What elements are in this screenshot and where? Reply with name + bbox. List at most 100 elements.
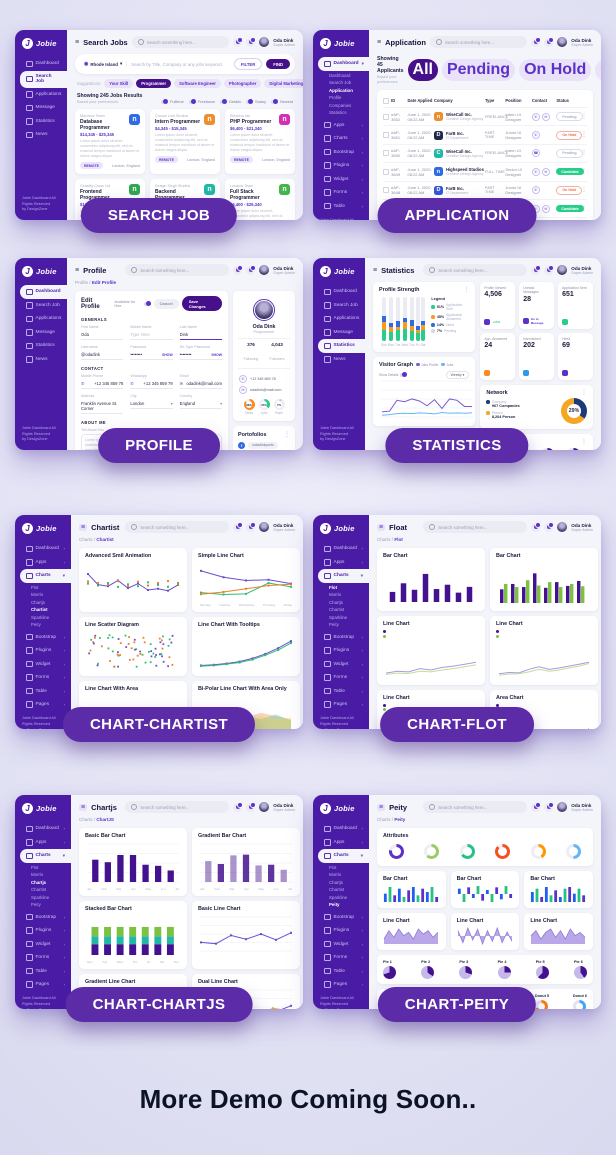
menu-icon[interactable]: ≡ xyxy=(377,523,386,531)
sidebar-group-widget[interactable]: Widget › xyxy=(318,657,369,671)
chat-icon[interactable] xyxy=(531,801,542,812)
control-freelance[interactable]: Freelance xyxy=(188,99,215,104)
show-password-link[interactable]: SHOW xyxy=(211,352,222,357)
sidebar-group-widget[interactable]: Widget › xyxy=(318,172,369,186)
sidebar-group-bootstrap[interactable]: Bootstrap › xyxy=(318,630,369,644)
sidebar-subitem-statistics[interactable]: Statistics xyxy=(329,110,347,116)
search-input[interactable]: Search something here... xyxy=(423,521,528,533)
sidebar-group-charts[interactable]: Charts ▾ xyxy=(20,569,71,583)
row-actions-icon[interactable]: ⋮ xyxy=(580,113,587,120)
show-details-toggle[interactable]: Show Details xyxy=(379,372,407,377)
sidebar-group-pages[interactable]: Pages › xyxy=(318,698,369,712)
menu-icon[interactable]: ≡ xyxy=(377,38,382,46)
sidebar-group-bootstrap[interactable]: Bootstrap › xyxy=(20,910,71,924)
menu-icon[interactable]: ≡ xyxy=(373,266,378,274)
sidebar-group-forms[interactable]: Forms › xyxy=(20,671,71,685)
filter-tab-all[interactable]: All xyxy=(407,59,438,81)
sidebar-group-forms[interactable]: Forms › xyxy=(318,671,369,685)
sidebar-subitem-chartist[interactable]: Chartist xyxy=(31,607,48,613)
sidebar-group-plugins[interactable]: Plugins › xyxy=(318,924,369,938)
sidebar-group-forms[interactable]: Forms › xyxy=(20,951,71,965)
filter-button[interactable]: FILTER xyxy=(233,58,263,70)
mail-icon[interactable]: ✉ xyxy=(541,204,550,213)
screenshot-chart-flot[interactable]: J Jobie Dashboard › Apps › Charts ▾ Flot Morris Ch… xyxy=(313,515,601,729)
field-input[interactable]: Oda xyxy=(81,331,124,340)
sidebar-item-applications[interactable]: Applications xyxy=(20,88,67,102)
chat-icon[interactable] xyxy=(531,521,542,532)
chat-icon[interactable] xyxy=(233,801,244,812)
field-input[interactable]: London ▾ xyxy=(130,400,173,409)
table-row[interactable]: #AP-3650 June 1, 2020 08:22 AM C WiseCall In… xyxy=(383,145,587,164)
sidebar-group-apps[interactable]: Apps › xyxy=(318,556,369,570)
row-actions-icon[interactable]: ⋮ xyxy=(580,187,587,194)
sidebar-subitem-peity[interactable]: Peity xyxy=(329,902,340,908)
sidebar-subitem-peity[interactable]: Peity xyxy=(31,622,41,628)
sidebar-item-applications[interactable]: Applications xyxy=(20,312,67,326)
user-avatar[interactable] xyxy=(259,522,270,532)
sidebar-group-plugins[interactable]: Plugins › xyxy=(318,159,369,173)
sidebar-group-plugins[interactable]: Plugins › xyxy=(318,644,369,658)
phone-icon[interactable]: ✆ xyxy=(531,167,540,176)
sidebar-subitem-flot[interactable]: Flot xyxy=(31,864,39,870)
filter-tab-candidate[interactable]: Candidate xyxy=(595,59,601,81)
screenshot-application[interactable]: J Jobie Dashboard ▾ Dashboard Search Job Appli… xyxy=(313,30,601,220)
cancel-button[interactable]: Cancel xyxy=(153,298,179,309)
whatsapp-icon[interactable]: ☎ xyxy=(531,149,540,158)
field-input[interactable]: Type Here xyxy=(130,331,173,340)
job-search-input[interactable]: Search by Title, Company or any jobs key… xyxy=(131,61,222,67)
sidebar-subitem-morris[interactable]: Morris xyxy=(31,872,44,878)
save-changes-button[interactable]: Save Changes xyxy=(181,296,222,311)
job-card[interactable]: Croose Line Studios Intern Programmer n $4,… xyxy=(150,109,220,175)
sidebar-item-search-job[interactable]: Search Job xyxy=(20,70,67,88)
search-input[interactable]: Search something here... xyxy=(423,801,528,813)
sidebar-group-apps[interactable]: Apps › xyxy=(318,836,369,850)
row-actions-icon[interactable]: ⋮ xyxy=(580,168,587,175)
user-avatar[interactable] xyxy=(259,37,270,47)
phone-icon[interactable]: ✆ xyxy=(531,186,540,195)
sidebar-group-bootstrap[interactable]: Bootstrap › xyxy=(318,145,369,159)
sidebar-subitem-chartjs[interactable]: Chartjs xyxy=(329,599,343,605)
row-checkbox[interactable] xyxy=(383,187,389,194)
screenshot-chart-peity[interactable]: J Jobie Dashboard › Apps › Charts ▾ Flot Morris Ch… xyxy=(313,795,601,1009)
menu-icon[interactable]: ≡ xyxy=(79,803,88,811)
sidebar-group-bootstrap[interactable]: Bootstrap › xyxy=(20,630,71,644)
search-input[interactable]: Search something here... xyxy=(125,264,230,276)
mail-icon[interactable]: ✉ xyxy=(541,112,550,121)
screenshot-profile[interactable]: J Jobie Dashboard Search Job Applications Mes… xyxy=(15,258,303,450)
sidebar-group-charts[interactable]: Charts ▾ xyxy=(318,569,369,583)
sidebar-group-widget[interactable]: Widget › xyxy=(20,937,71,951)
bell-icon[interactable] xyxy=(544,36,555,47)
sidebar-group-dashboard[interactable]: Dashboard › xyxy=(20,822,71,836)
sidebar-item-message[interactable]: Message xyxy=(20,326,67,340)
row-checkbox[interactable] xyxy=(383,132,389,139)
sidebar-group-pages[interactable]: Pages › xyxy=(20,698,71,712)
more-icon[interactable]: ⋮ xyxy=(463,287,470,293)
search-input[interactable]: Search something here... xyxy=(131,36,230,48)
sidebar-subitem-chartjs[interactable]: Chartjs xyxy=(31,599,45,605)
sidebar-subitem-morris[interactable]: Morris xyxy=(329,592,342,598)
phone-icon[interactable]: ✆ xyxy=(531,131,540,140)
sidebar-group-bootstrap[interactable]: Bootstrap › xyxy=(318,910,369,924)
menu-icon[interactable]: ≡ xyxy=(377,803,386,811)
sidebar-subitem-chartjs[interactable]: Chartjs xyxy=(31,879,47,885)
table-row[interactable]: #AP-3649 June 1, 2020 08:22 AM n Highspeed S… xyxy=(383,163,587,182)
menu-icon[interactable]: ≡ xyxy=(75,266,80,274)
screenshot-chart-chartjs[interactable]: J Jobie Dashboard › Apps › Charts ▾ Flot Morris Ch… xyxy=(15,795,303,1009)
bell-icon[interactable] xyxy=(246,36,257,47)
sidebar-group-plugins[interactable]: Plugins › xyxy=(20,644,71,658)
available-toggle[interactable]: Available for Hire xyxy=(114,300,151,308)
sidebar-item-search-job[interactable]: Search Job xyxy=(318,299,365,313)
search-input[interactable]: Search something here... xyxy=(423,264,528,276)
show-password-link[interactable]: SHOW xyxy=(162,352,173,357)
sidebar-item-dashboard[interactable]: Dashboard xyxy=(318,285,365,299)
sidebar-group-forms[interactable]: Forms › xyxy=(318,951,369,965)
sidebar-group-dashboard[interactable]: Dashboard › xyxy=(318,542,369,556)
portfolio-item[interactable]: f/odadinkporto xyxy=(238,441,290,449)
user-avatar[interactable] xyxy=(259,802,270,812)
sidebar-subitem-flot[interactable]: Flot xyxy=(329,584,338,590)
sidebar-group-charts[interactable]: Charts ▾ xyxy=(20,849,71,863)
stat-extra[interactable]: Go to Message xyxy=(530,317,544,325)
sidebar-group-apps[interactable]: Apps › xyxy=(318,118,369,132)
chat-icon[interactable] xyxy=(233,521,244,532)
sidebar-group-pages[interactable]: Pages › xyxy=(318,978,369,992)
